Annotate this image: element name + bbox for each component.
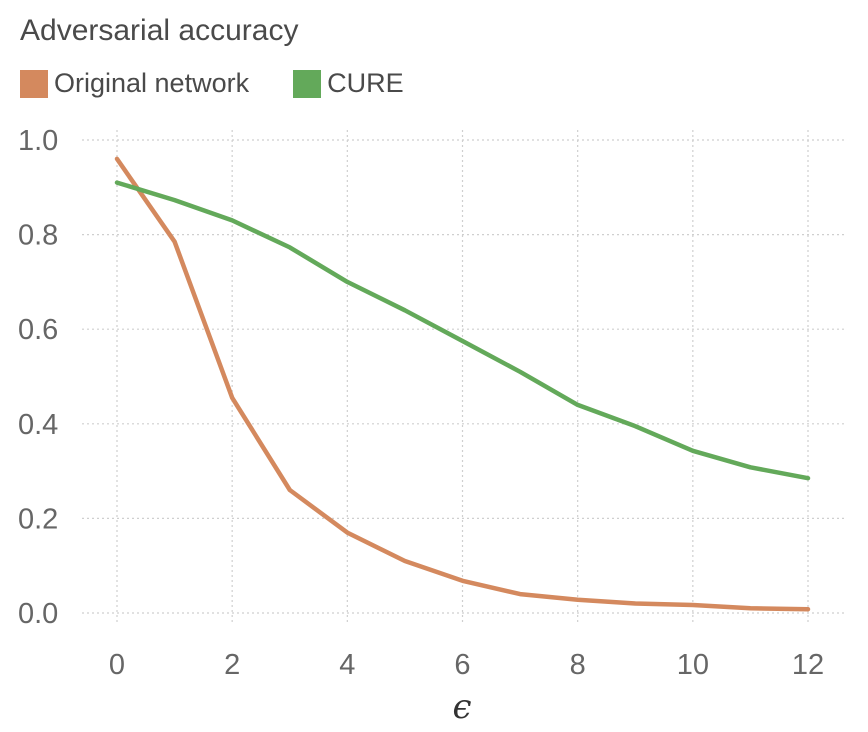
y-axis: 0.0 0.2 0.4 0.6 0.8 1.0 <box>18 125 58 630</box>
legend-label-original-network: Original network <box>54 68 250 98</box>
series-line-cure <box>114 180 811 481</box>
chart-title: Adversarial accuracy <box>20 14 299 47</box>
series-lines <box>114 156 811 612</box>
grid <box>82 130 846 625</box>
x-axis: 0 2 4 6 8 10 12 <box>109 649 824 681</box>
x-tick-label: 6 <box>454 649 470 681</box>
y-tick-label: 0.6 <box>18 314 58 346</box>
x-tick-label: 10 <box>677 649 709 681</box>
legend-item-original-network: Original network <box>20 68 249 99</box>
series-line-original-network <box>114 156 811 612</box>
y-tick-label: 0.8 <box>18 220 58 252</box>
x-tick-label: 8 <box>570 649 586 681</box>
x-tick-label: 4 <box>339 649 355 681</box>
x-tick-label: 12 <box>792 649 824 681</box>
legend-label-cure: CURE <box>327 68 404 98</box>
y-tick-label: 0.4 <box>18 409 58 441</box>
y-tick-label: 0.2 <box>18 503 58 535</box>
legend-item-cure: CURE <box>293 68 404 99</box>
legend: Original network CURE <box>20 68 448 99</box>
x-tick-label: 0 <box>109 649 125 681</box>
legend-swatch-original-network <box>20 69 48 98</box>
x-axis-label: ϵ <box>452 687 471 727</box>
x-tick-label: 2 <box>224 649 240 681</box>
y-tick-label: 1.0 <box>18 125 58 157</box>
legend-swatch-cure <box>293 69 322 98</box>
y-tick-label: 0.0 <box>18 598 58 630</box>
